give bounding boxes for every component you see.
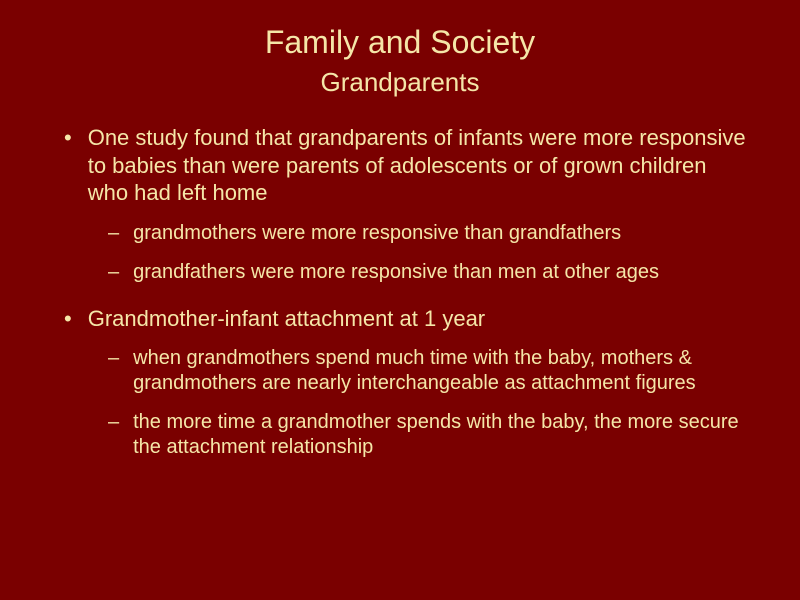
sub-bullet-text: when grandmothers spend much time with t… (133, 346, 750, 396)
bullet-text: Grandmother-infant attachment at 1 year (88, 305, 750, 333)
slide-title: Family and Society (50, 24, 750, 61)
dash-marker: – (108, 260, 119, 285)
bullet-marker: • (64, 305, 72, 333)
sub-bullet-text: grandfathers were more responsive than m… (133, 260, 750, 285)
bullet-marker: • (64, 124, 72, 207)
slide-subtitle: Grandparents (50, 67, 750, 98)
bullet-item: • Grandmother-infant attachment at 1 yea… (50, 305, 750, 333)
sub-bullet-text: grandmothers were more responsive than g… (133, 221, 750, 246)
dash-marker: – (108, 410, 119, 460)
sub-bullet-item: – when grandmothers spend much time with… (50, 346, 750, 396)
dash-marker: – (108, 221, 119, 246)
sub-bullet-text: the more time a grandmother spends with … (133, 410, 750, 460)
bullet-item: • One study found that grandparents of i… (50, 124, 750, 207)
slide-content: • One study found that grandparents of i… (50, 124, 750, 460)
dash-marker: – (108, 346, 119, 396)
bullet-text: One study found that grandparents of inf… (88, 124, 750, 207)
sub-bullet-item: – grandmothers were more responsive than… (50, 221, 750, 246)
sub-bullet-item: – grandfathers were more responsive than… (50, 260, 750, 285)
sub-bullet-item: – the more time a grandmother spends wit… (50, 410, 750, 460)
